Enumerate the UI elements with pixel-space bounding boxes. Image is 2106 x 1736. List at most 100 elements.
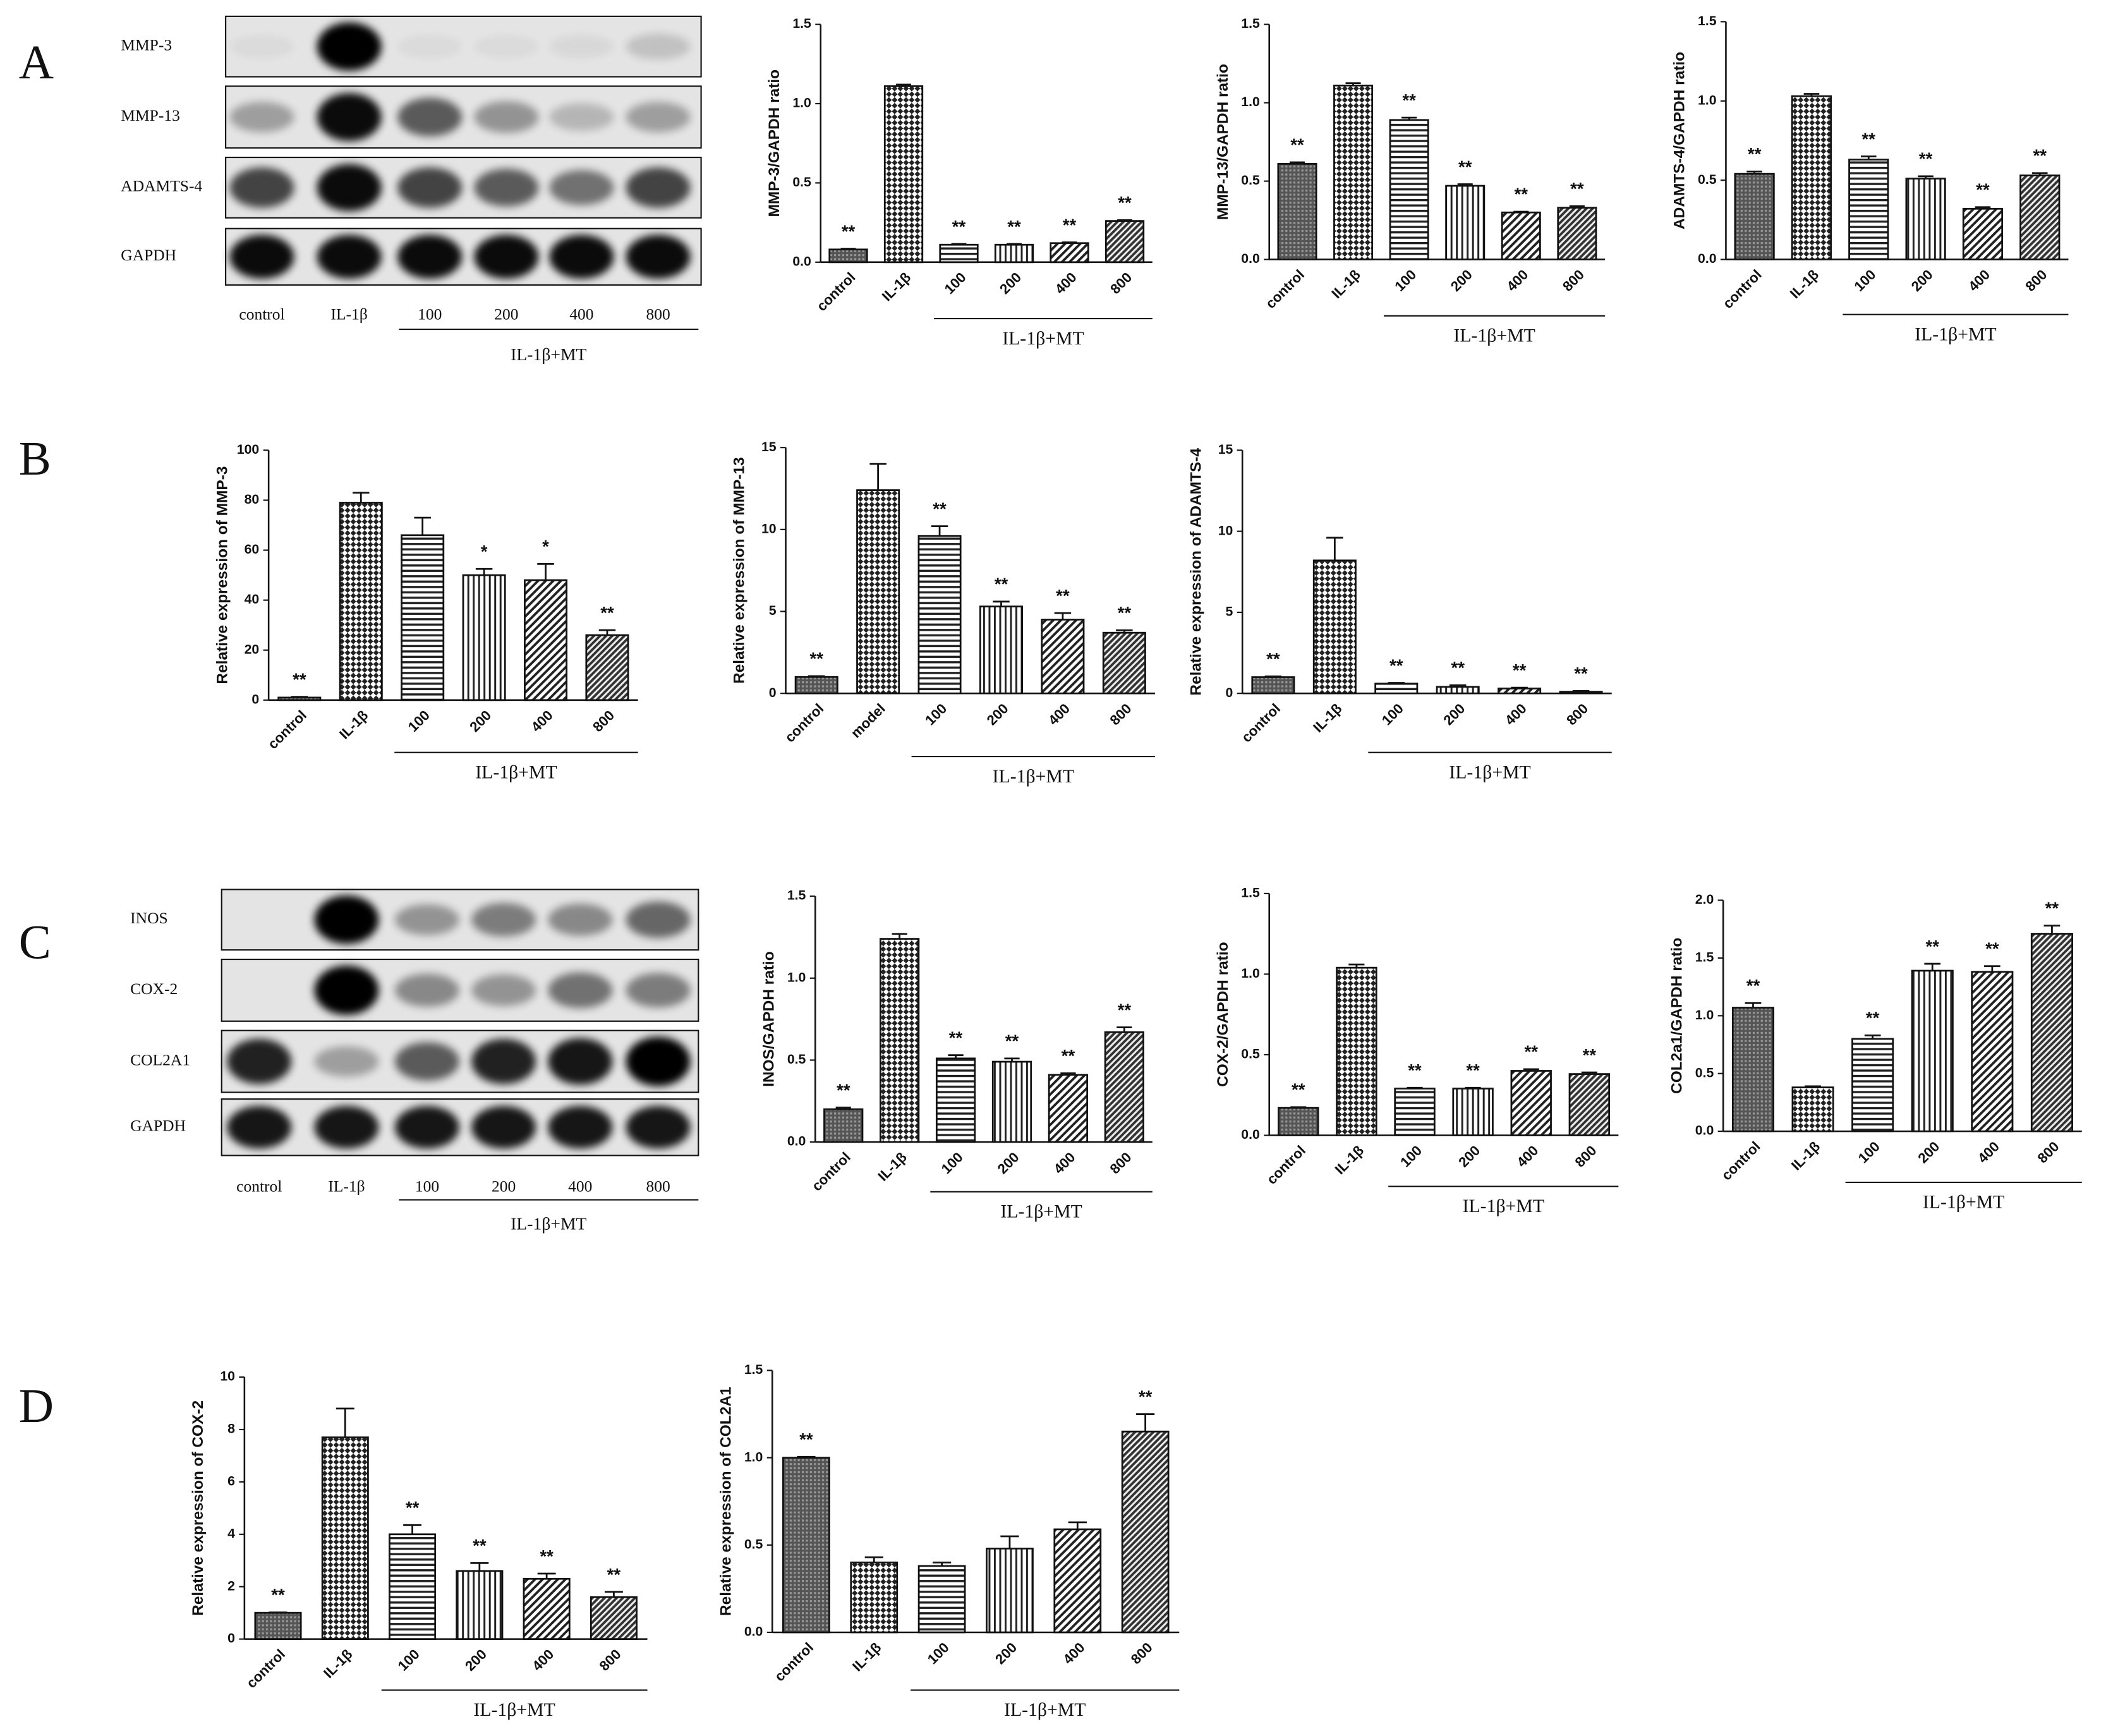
error-bar — [604, 1591, 623, 1598]
significance: ** — [1062, 1046, 1075, 1065]
bar — [794, 676, 838, 695]
y-tick-label: 15 — [761, 439, 777, 454]
significance: ** — [1570, 179, 1584, 198]
x-tick-label: IL-1β — [849, 1639, 884, 1674]
y-tick-label: 1.5 — [787, 888, 806, 903]
x-tick-label: 800 — [1128, 1639, 1156, 1667]
y-tick-label: 1.0 — [792, 95, 811, 111]
panel-label: A — [19, 35, 54, 89]
y-tick-label: 60 — [245, 542, 260, 557]
group-label: IL-1β+MT — [993, 766, 1074, 787]
y-tick-label: 5 — [769, 603, 777, 618]
bar — [917, 535, 962, 695]
x-tick-label: 100 — [941, 269, 969, 297]
y-tick-label: 6 — [227, 1474, 235, 1489]
error-bar — [993, 600, 1010, 607]
significance: ** — [995, 574, 1008, 594]
x-tick-label: control — [1262, 267, 1307, 312]
error-bar — [353, 492, 370, 503]
error-bar — [1924, 962, 1941, 971]
significance: ** — [837, 1080, 850, 1100]
significance: * — [481, 542, 488, 561]
bar — [1251, 676, 1295, 695]
bar — [1336, 966, 1377, 1136]
error-bar — [1861, 155, 1877, 160]
x-tick-label: 100 — [922, 700, 950, 728]
bar — [1791, 95, 1832, 260]
y-axis-title: MMP-3/GAPDH ratio — [766, 70, 783, 217]
y-tick-label: 10 — [761, 521, 777, 536]
significance: ** — [2045, 899, 2059, 918]
y-axis-title: Relative expression of COX-2 — [190, 1400, 207, 1616]
significance: ** — [540, 1546, 554, 1566]
significance: ** — [1266, 649, 1280, 669]
x-tick-label: control — [772, 1639, 816, 1684]
bar — [1851, 1038, 1894, 1132]
x-tick-label: 800 — [1563, 700, 1591, 728]
bar — [1501, 211, 1541, 260]
y-tick-label: 0.5 — [1695, 1065, 1714, 1080]
blot-band — [626, 167, 691, 208]
x-tick-label: IL-1β — [1788, 1138, 1823, 1173]
y-tick-label: 0.0 — [787, 1134, 806, 1149]
y-tick-label: 0.0 — [1241, 1127, 1260, 1142]
error-bar — [951, 243, 967, 245]
y-tick-label: 1.5 — [744, 1362, 763, 1377]
bar — [1041, 619, 1085, 695]
error-bar — [1290, 1106, 1307, 1108]
x-tick-label: 100 — [1397, 1143, 1425, 1170]
bar — [994, 243, 1034, 264]
significance: ** — [1746, 976, 1760, 995]
blot-band — [397, 97, 463, 137]
bar — [1050, 242, 1089, 264]
bar — [1452, 1088, 1494, 1136]
error-bar — [403, 1524, 422, 1534]
y-tick-label: 0.5 — [1698, 172, 1717, 187]
y-tick-label: 1.5 — [792, 16, 811, 31]
blot-band — [317, 234, 382, 279]
y-axis-title: Relative expression of MMP-3 — [214, 466, 231, 684]
y-tick-label: 15 — [1218, 442, 1233, 457]
bar — [1911, 969, 1954, 1132]
bar — [880, 938, 920, 1143]
blot-band — [227, 1038, 292, 1084]
significance: ** — [933, 499, 947, 518]
x-tick-label: IL-1β — [1787, 267, 1822, 301]
bar — [1374, 683, 1419, 695]
error-bar — [1523, 1068, 1539, 1071]
blot-band — [314, 1046, 379, 1077]
x-tick-label: 400 — [1513, 1143, 1541, 1170]
error-bar — [2043, 925, 2061, 934]
blot-band — [317, 22, 382, 71]
significance: ** — [271, 1585, 285, 1605]
x-tick-label: control — [265, 707, 310, 752]
y-tick-label: 8 — [227, 1421, 235, 1436]
group-label: IL-1β+MT — [1000, 1201, 1082, 1222]
blot-strip — [225, 85, 702, 149]
blot-strip — [221, 889, 699, 951]
blot-band — [626, 901, 691, 938]
x-tick-label: IL-1β — [879, 269, 914, 304]
x-tick-label: IL-1β — [1328, 267, 1363, 301]
bar — [850, 1562, 899, 1634]
blot-row-label: GAPDH — [121, 246, 176, 264]
significance: ** — [1056, 586, 1070, 605]
blot-strip — [221, 1098, 699, 1156]
group-label: IL-1β+MT — [475, 762, 557, 783]
blot-lane-label: control — [239, 305, 284, 324]
error-bar — [1348, 963, 1365, 968]
significance: ** — [1389, 655, 1403, 675]
error-bar — [1060, 1072, 1076, 1075]
significance: ** — [1118, 193, 1132, 212]
blot-band — [394, 1042, 459, 1081]
panel-label: C — [19, 915, 51, 969]
y-tick-label: 1.0 — [744, 1449, 763, 1464]
error-bar — [892, 933, 907, 939]
x-tick-label: 200 — [1448, 267, 1475, 294]
x-tick-label: 100 — [1379, 700, 1407, 728]
significance: ** — [1862, 129, 1876, 149]
blot-lane-label: 200 — [492, 1177, 516, 1195]
x-tick-label: IL-1β — [875, 1149, 910, 1184]
error-bar — [896, 83, 911, 87]
bar — [1962, 207, 2004, 260]
